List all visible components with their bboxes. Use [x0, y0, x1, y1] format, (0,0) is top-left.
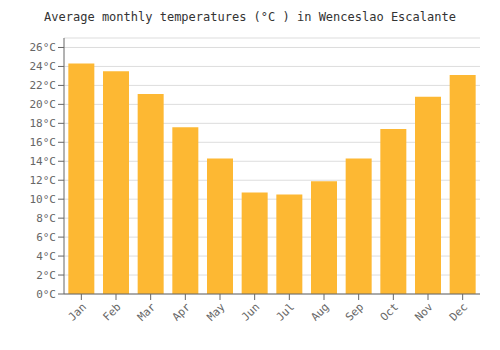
svg-text:Jan: Jan	[66, 300, 89, 323]
svg-text:16°C: 16°C	[30, 136, 57, 149]
svg-text:14°C: 14°C	[30, 155, 57, 168]
svg-text:Mar: Mar	[135, 300, 159, 324]
svg-text:6°C: 6°C	[36, 231, 56, 244]
svg-text:24°C: 24°C	[30, 60, 57, 73]
svg-text:22°C: 22°C	[30, 79, 57, 92]
svg-text:20°C: 20°C	[30, 98, 57, 111]
svg-text:Dec: Dec	[447, 300, 470, 323]
svg-text:May: May	[204, 300, 228, 324]
svg-text:Feb: Feb	[100, 300, 123, 323]
svg-text:2°C: 2°C	[36, 269, 56, 282]
svg-text:12°C: 12°C	[30, 174, 57, 187]
svg-text:18°C: 18°C	[30, 117, 57, 130]
svg-text:Nov: Nov	[412, 300, 436, 324]
svg-text:Oct: Oct	[378, 300, 401, 323]
svg-text:Jul: Jul	[274, 300, 297, 323]
svg-text:26°C: 26°C	[30, 41, 57, 54]
svg-text:Sep: Sep	[343, 300, 366, 323]
html-text:Average monthly temperatures (: Average monthly temperatures (°C ) in We…	[44, 10, 456, 24]
svg-text:0°C: 0°C	[36, 288, 56, 301]
svg-text:Apr: Apr	[170, 300, 194, 324]
svg-text:Jun: Jun	[239, 300, 262, 323]
svg-text:4°C: 4°C	[36, 250, 56, 263]
svg-text:10°C: 10°C	[30, 193, 57, 206]
svg-text:Aug: Aug	[308, 300, 331, 323]
svg-text:8°C: 8°C	[36, 212, 56, 225]
